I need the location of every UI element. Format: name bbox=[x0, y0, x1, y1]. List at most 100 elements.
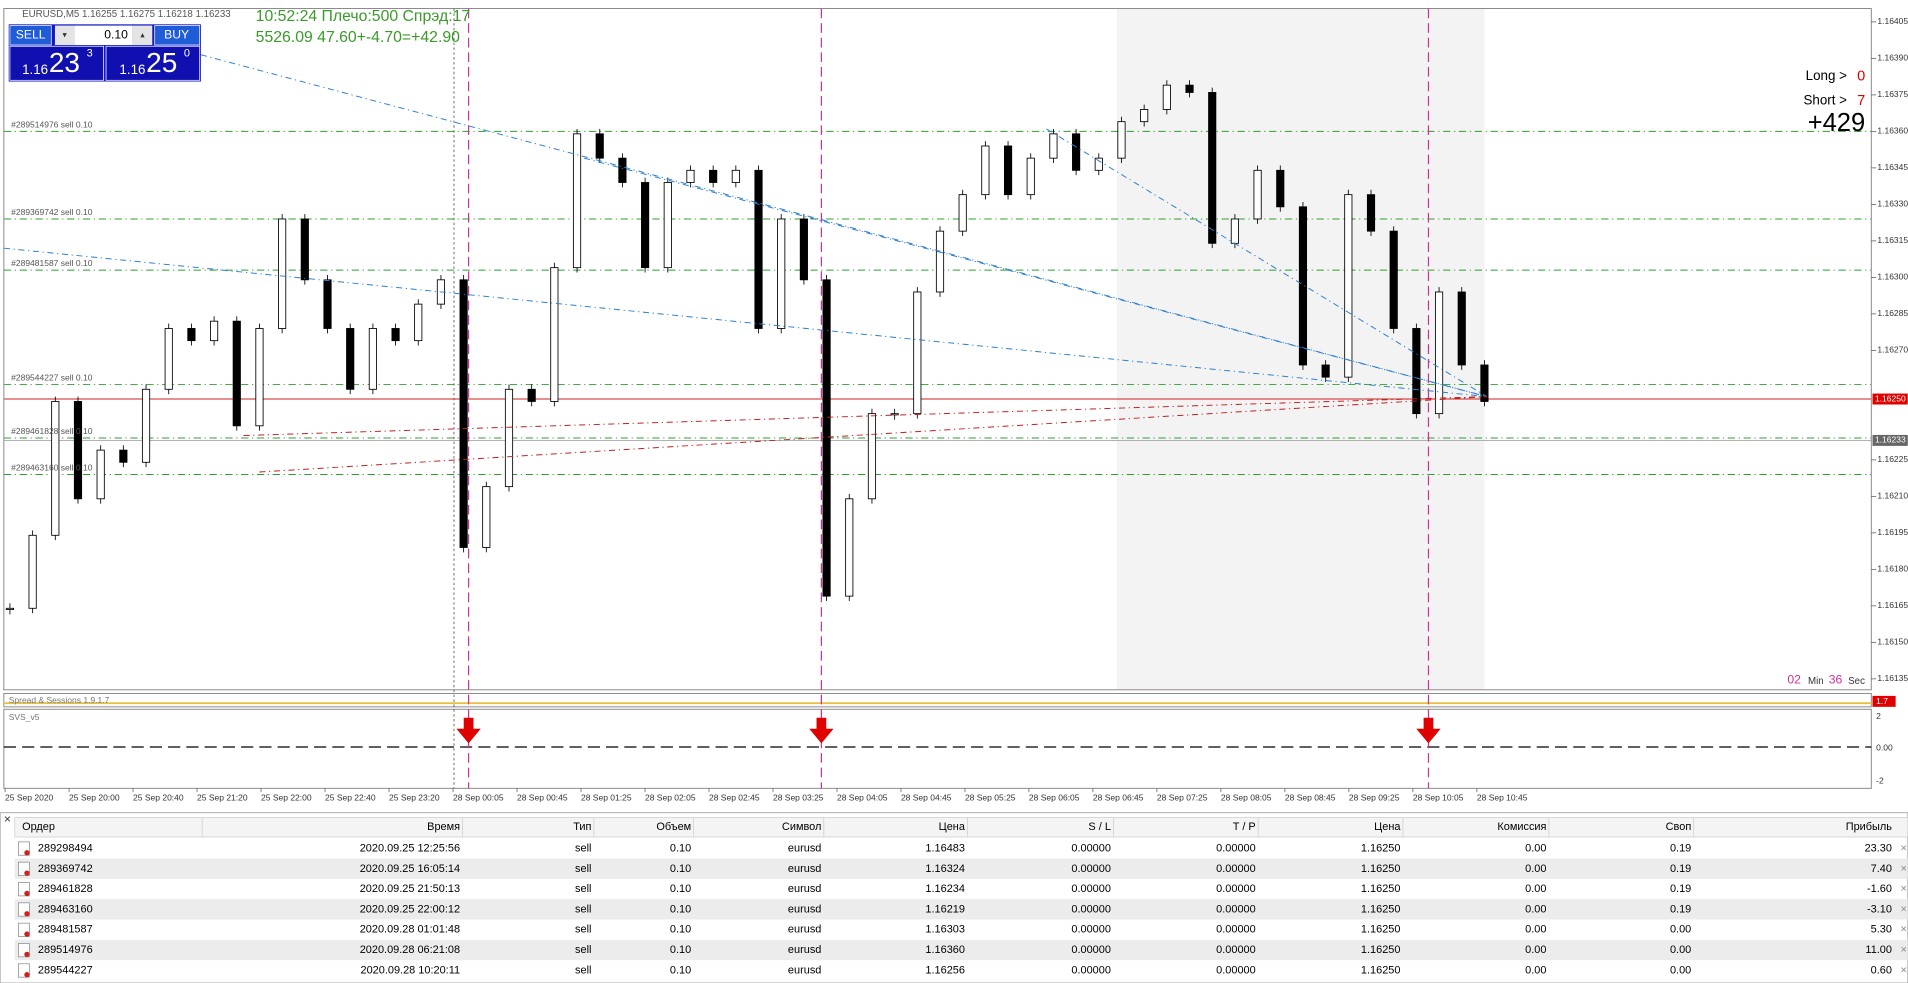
table-cell: 289369742 bbox=[38, 863, 93, 875]
candle bbox=[1434, 291, 1444, 415]
candle bbox=[278, 218, 287, 329]
timer-sec: 36 bbox=[1829, 672, 1843, 686]
order-icon-dot bbox=[24, 951, 30, 958]
table-cell: 0.60 bbox=[1871, 964, 1892, 976]
price-tick-label: 1.16345 bbox=[1877, 162, 1908, 172]
price-tick-label: 1.16360 bbox=[1877, 126, 1908, 136]
candle bbox=[1003, 145, 1013, 196]
price-tick-label: 1.16225 bbox=[1877, 454, 1908, 464]
info-line-2: 5526.09 47.60+-4.70=+42.90 bbox=[256, 29, 460, 46]
lot-down[interactable] bbox=[54, 25, 75, 46]
price-tick-label: 1.16390 bbox=[1877, 53, 1908, 63]
buy-point: 0 bbox=[184, 47, 190, 59]
order-label: #289463160 sell 0.10 bbox=[11, 463, 93, 473]
buy-button[interactable] bbox=[154, 25, 201, 46]
candle bbox=[1276, 169, 1285, 208]
close-order[interactable]: × bbox=[1901, 944, 1907, 956]
time-label: 25 Sep 23:20 bbox=[389, 792, 440, 802]
close-order[interactable]: × bbox=[1901, 863, 1907, 875]
price-tick-label: 1.16165 bbox=[1877, 600, 1908, 610]
timer-min: 02 bbox=[1787, 672, 1801, 686]
table-cell: 0.00000 bbox=[1216, 964, 1256, 976]
order-label: #289514976 sell 0.10 bbox=[11, 120, 93, 130]
sell-price-box[interactable] bbox=[9, 45, 104, 81]
long-label: Long > bbox=[1806, 68, 1847, 83]
table-cell: 0.10 bbox=[670, 842, 691, 854]
candle bbox=[482, 486, 491, 548]
trade-line bbox=[584, 157, 1487, 398]
svs-level: -2 bbox=[1876, 775, 1884, 785]
table-header-cell: Прибыль bbox=[1846, 821, 1893, 833]
table-cell: 0.19 bbox=[1670, 883, 1691, 895]
table-header-cell: T / P bbox=[1233, 821, 1256, 833]
table-cell: 289461828 bbox=[38, 883, 93, 895]
time-label: 28 Sep 06:45 bbox=[1093, 792, 1144, 802]
candle bbox=[822, 279, 831, 597]
table-cell: eurusd bbox=[788, 842, 821, 854]
table-cell: 0.00000 bbox=[1216, 842, 1256, 854]
table-cell: 0.00000 bbox=[1071, 903, 1111, 915]
table-header-cell: Ордер bbox=[22, 821, 55, 833]
time-label: 28 Sep 10:45 bbox=[1477, 792, 1528, 802]
table-cell: 2020.09.25 22:00:12 bbox=[360, 903, 460, 915]
table-cell: 1.16250 bbox=[1361, 924, 1401, 936]
candle bbox=[1457, 291, 1466, 366]
time-label: 28 Sep 08:05 bbox=[1221, 792, 1272, 802]
sell-label[interactable]: SELL bbox=[16, 27, 46, 41]
spread-name: Spread & Sessions 1.9.1.7 bbox=[9, 695, 110, 705]
table-cell: 0.10 bbox=[670, 944, 691, 956]
table-cell: 0.10 bbox=[670, 903, 691, 915]
candle bbox=[890, 413, 899, 416]
table-cell: 1.16360 bbox=[925, 944, 965, 956]
table-cell: 1.16250 bbox=[1361, 903, 1401, 915]
order-icon bbox=[18, 943, 30, 958]
spread-badge bbox=[1872, 695, 1896, 707]
time-label: 25 Sep 20:00 bbox=[69, 792, 120, 802]
candle bbox=[96, 449, 105, 500]
time-label: 28 Sep 04:05 bbox=[837, 792, 888, 802]
sell-pips: 23 bbox=[49, 47, 80, 78]
close-order[interactable]: × bbox=[1901, 842, 1907, 854]
trade-lines-red bbox=[243, 396, 1487, 473]
signal-arrows bbox=[456, 717, 1441, 744]
candle bbox=[164, 328, 173, 390]
table-cell: 2020.09.25 21:50:13 bbox=[360, 883, 460, 895]
time-label: 28 Sep 07:25 bbox=[1157, 792, 1208, 802]
candle bbox=[28, 534, 37, 609]
candle bbox=[1412, 328, 1421, 415]
table-cell: 0.00000 bbox=[1216, 944, 1256, 956]
close-order[interactable]: × bbox=[1901, 924, 1907, 936]
time-label: 28 Sep 02:05 bbox=[645, 792, 696, 802]
chart-frame bbox=[3, 8, 1872, 691]
close-order[interactable]: × bbox=[1901, 964, 1907, 976]
close-order[interactable]: × bbox=[1901, 883, 1907, 895]
price-tick-label: 1.16270 bbox=[1877, 345, 1908, 355]
trade-line bbox=[243, 396, 1487, 437]
candle bbox=[300, 218, 309, 281]
price-tick-label: 1.16180 bbox=[1877, 564, 1908, 574]
short-label: Short > bbox=[1803, 93, 1847, 108]
lot-input[interactable] bbox=[74, 25, 133, 46]
lot-up[interactable] bbox=[132, 25, 153, 46]
buy-label[interactable]: BUY bbox=[164, 27, 189, 41]
time-label: 25 Sep 20:40 bbox=[133, 792, 184, 802]
time-label: 28 Sep 02:45 bbox=[709, 792, 760, 802]
candle bbox=[51, 401, 60, 536]
close-order[interactable]: × bbox=[1901, 903, 1907, 915]
symbol-info: EURUSD,M5 1.16255 1.16275 1.16218 1.1623… bbox=[22, 9, 231, 20]
buy-big: 1.16 bbox=[119, 62, 145, 77]
svs-frame bbox=[3, 708, 1872, 789]
sell-button[interactable] bbox=[9, 25, 52, 46]
table-cell: 0.10 bbox=[670, 924, 691, 936]
buy-price-box[interactable] bbox=[105, 45, 201, 81]
table-cell: 2020.09.25 12:25:56 bbox=[360, 842, 460, 854]
table-cell: sell bbox=[575, 944, 591, 956]
bid-label: 1.16250 bbox=[1875, 393, 1906, 403]
candle bbox=[1298, 206, 1308, 366]
close-panel[interactable]: × bbox=[4, 812, 11, 826]
lot-value[interactable]: 0.10 bbox=[104, 27, 128, 41]
table-cell: 0.00000 bbox=[1071, 924, 1111, 936]
candle bbox=[73, 401, 83, 500]
table-cell: 0.10 bbox=[670, 883, 691, 895]
